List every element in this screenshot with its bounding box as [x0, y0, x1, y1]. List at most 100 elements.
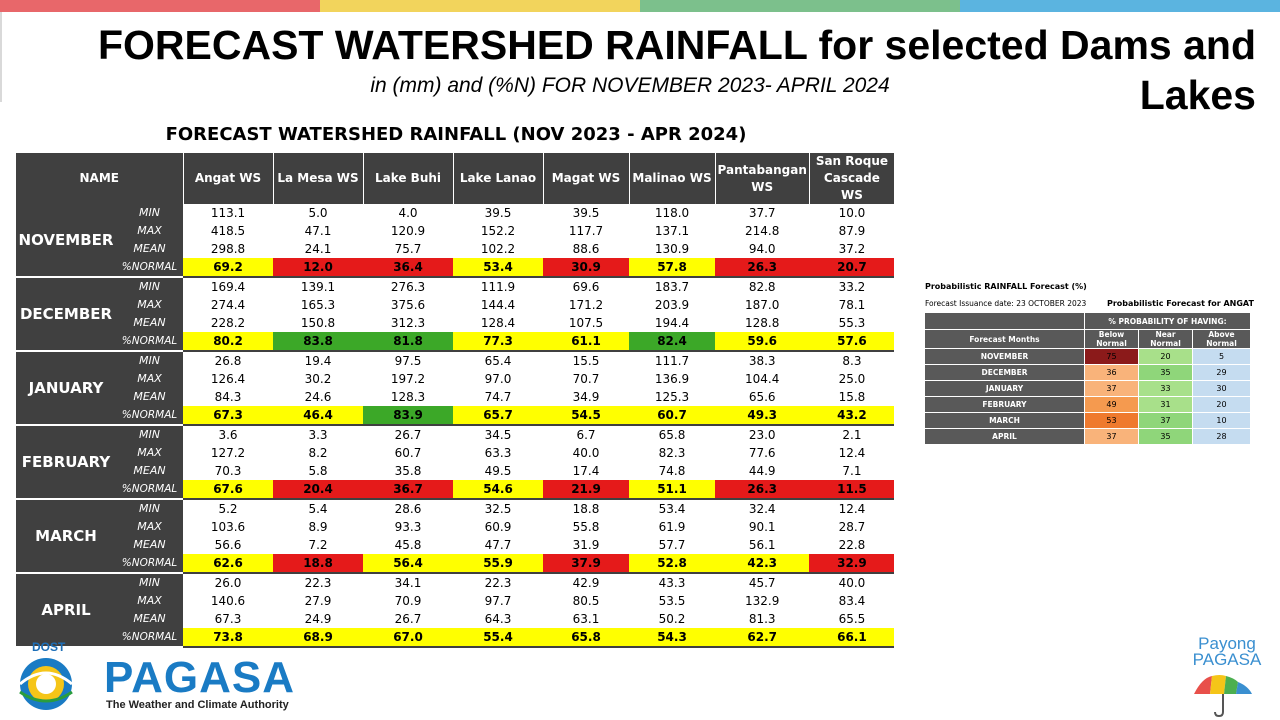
value-cell: 83.9 [363, 406, 453, 426]
value-cell: 40.0 [572, 446, 600, 460]
value-cell: 139.1 [300, 280, 336, 294]
value-cell: 34.1 [394, 576, 422, 590]
value-cell: 20.7 [809, 258, 895, 278]
column-header: Magat WS [543, 153, 630, 204]
value-cell: 28.6 [394, 502, 422, 516]
table-row: %NORMAL 67.6 20.4 36.7 54.6 21.9 51.1 26.3 11.5 [16, 480, 895, 500]
value-cell: 21.9 [543, 480, 629, 500]
top-color-bar [0, 0, 1280, 12]
month-label: APRIL [16, 573, 116, 648]
value-cell: 60.9 [484, 520, 512, 534]
value-cell: 197.2 [390, 372, 426, 386]
month-label: MARCH [16, 499, 116, 574]
prob-months-header: Forecast Months [924, 329, 1085, 349]
value-cell: 183.7 [654, 280, 690, 294]
value-cell: 5.2 [218, 502, 238, 516]
value-cell: 65.5 [838, 612, 866, 626]
value-cell: 84.3 [214, 390, 242, 404]
prob-value-cell: 35 [1138, 364, 1193, 381]
table-title: FORECAST WATERSHED RAINFALL (NOV 2023 - … [165, 124, 747, 145]
value-cell: 187.0 [745, 298, 780, 312]
value-cell: 57.7 [658, 538, 686, 552]
value-cell: 214.8 [745, 224, 780, 238]
stat-label: MIN [116, 277, 183, 296]
value-cell: 12.0 [273, 258, 363, 278]
value-cell: 26.3 [715, 480, 810, 500]
value-cell: 7.1 [842, 464, 862, 478]
value-cell: 63.1 [572, 612, 600, 626]
stat-label: MIN [116, 351, 183, 370]
value-cell: 39.5 [572, 206, 600, 220]
prob-month-label: JANUARY [924, 380, 1085, 397]
prob-row: FEBRUARY 49 31 20 [924, 396, 1251, 413]
value-cell: 35.8 [394, 464, 422, 478]
value-cell: 57.8 [629, 258, 715, 278]
value-cell: 3.3 [308, 428, 328, 442]
prob-month-label: DECEMBER [924, 364, 1085, 381]
table-row: %NORMAL 73.8 68.9 67.0 55.4 65.8 54.3 62.7 66.1 [16, 628, 895, 648]
value-cell: 51.1 [629, 480, 715, 500]
value-cell: 104.4 [745, 372, 780, 386]
value-cell: 67.0 [363, 628, 453, 648]
value-cell: 36.4 [363, 258, 453, 278]
value-cell: 65.7 [453, 406, 543, 426]
value-cell: 83.4 [838, 594, 866, 608]
table-row: MEAN 67.3 24.9 26.7 64.3 63.1 50.2 81.3 65.5 [16, 610, 894, 628]
pagasa-logo-icon [19, 658, 73, 710]
prob-issuance-date: Forecast Issuance date: 23 OCTOBER 2023 [925, 299, 1087, 308]
value-cell: 4.0 [398, 206, 418, 220]
value-cell: 194.4 [654, 316, 690, 330]
value-cell: 59.6 [715, 332, 810, 352]
value-cell: 60.7 [394, 446, 422, 460]
value-cell: 7.2 [308, 538, 328, 552]
prob-month-label: APRIL [924, 428, 1085, 445]
value-cell: 52.8 [629, 554, 715, 574]
value-cell: 23.0 [748, 428, 776, 442]
table-row: NOVEMBER MIN 113.1 5.0 4.0 39.5 39.5 118.0 37.7 1… [16, 204, 894, 278]
table-row: APRIL MIN 26.0 22.3 34.1 22.3 42.9 43.3 45.7 40.0 [16, 573, 894, 648]
value-cell: 55.8 [572, 520, 600, 534]
column-header: Malinao WS [629, 153, 716, 204]
prob-month-label: NOVEMBER [924, 348, 1085, 365]
table-row: FEBRUARY MIN 3.6 3.3 26.7 34.5 6.7 65.8 23.0 2.1 [16, 425, 894, 500]
value-cell: 418.5 [210, 224, 246, 238]
value-cell: 82.4 [629, 332, 715, 352]
value-cell: 8.9 [308, 520, 328, 534]
value-cell: 74.7 [484, 390, 512, 404]
table-row: MAX 103.6 8.9 93.3 60.9 55.8 61.9 90.1 28.7 [16, 518, 894, 536]
table-row: MEAN 228.2 150.8 312.3 128.4 107.5 194.4 128.8 5… [16, 314, 894, 332]
value-cell: 88.6 [572, 242, 600, 256]
value-cell: 54.5 [543, 406, 629, 426]
value-cell: 32.5 [484, 502, 512, 516]
value-cell: 65.6 [748, 390, 776, 404]
value-cell: 81.3 [748, 612, 776, 626]
month-label: JANUARY [16, 351, 116, 426]
value-cell: 60.7 [629, 406, 715, 426]
table-row: MAX 274.4 165.3 375.6 144.4 171.2 203.9 187.0 78… [16, 296, 894, 314]
top-bar-segment [960, 0, 1280, 12]
value-cell: 132.9 [745, 594, 780, 608]
value-cell: 22.3 [304, 576, 332, 590]
value-cell: 70.3 [214, 464, 242, 478]
value-cell: 82.3 [658, 446, 686, 460]
prob-blank-cell [924, 312, 1085, 330]
stat-label: %NORMAL [116, 554, 183, 574]
value-cell: 97.7 [484, 594, 512, 608]
value-cell: 44.9 [748, 464, 776, 478]
table-row: MAX 126.4 30.2 197.2 97.0 70.7 136.9 104.4 25.0 [16, 370, 894, 388]
value-cell: 125.3 [654, 390, 690, 404]
prob-value-cell: 20 [1138, 348, 1193, 365]
prob-body: NOVEMBER 75 20 5 DECEMBER 36 35 29 JANUARY 37 33 30… [924, 348, 1251, 445]
prob-value-cell: 10 [1192, 412, 1251, 429]
value-cell: 8.2 [308, 446, 328, 460]
value-cell: 127.2 [210, 446, 246, 460]
prob-row: APRIL 37 35 28 [924, 428, 1251, 445]
value-cell: 18.8 [572, 502, 600, 516]
value-cell: 61.9 [658, 520, 686, 534]
value-cell: 80.2 [183, 332, 273, 352]
table-row: %NORMAL 69.2 12.0 36.4 53.4 30.9 57.8 26.3 20.7 [16, 258, 895, 278]
value-cell: 34.9 [572, 390, 600, 404]
value-cell: 25.0 [838, 372, 866, 386]
table-row: MEAN 70.3 5.8 35.8 49.5 17.4 74.8 44.9 7.1 [16, 462, 894, 480]
prob-value-cell: 33 [1138, 380, 1193, 397]
